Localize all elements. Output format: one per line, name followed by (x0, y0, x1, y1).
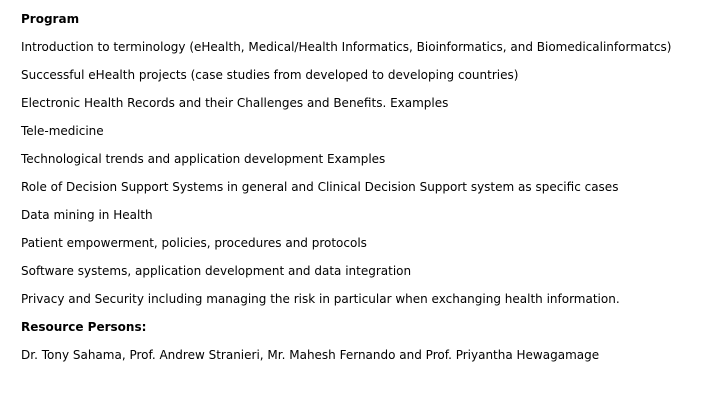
program-item-data-mining: Data mining in Health (21, 208, 153, 222)
program-item-ehealth-projects: Successful eHealth projects (case studie… (21, 68, 519, 82)
program-item-electronic-health-records: Electronic Health Records and their Chal… (21, 96, 449, 110)
program-item-tele-medicine: Tele-medicine (21, 124, 104, 138)
program-content: Program Introduction to terminology (eHe… (21, 11, 721, 375)
program-item-terminology: Introduction to terminology (eHealth, Me… (21, 40, 672, 54)
program-heading: Program (21, 12, 80, 26)
program-item-software-systems: Software systems, application developmen… (21, 264, 412, 278)
program-item-patient-empowerment: Patient empowerment, policies, procedure… (21, 236, 367, 250)
program-item-privacy-security: Privacy and Security including managing … (21, 292, 620, 306)
program-item-technological-trends: Technological trends and application dev… (21, 152, 386, 166)
program-item-decision-support: Role of Decision Support Systems in gene… (21, 180, 619, 194)
resource-persons-heading: Resource Persons: (21, 320, 147, 334)
resource-persons-list: Dr. Tony Sahama, Prof. Andrew Stranieri,… (21, 348, 600, 362)
